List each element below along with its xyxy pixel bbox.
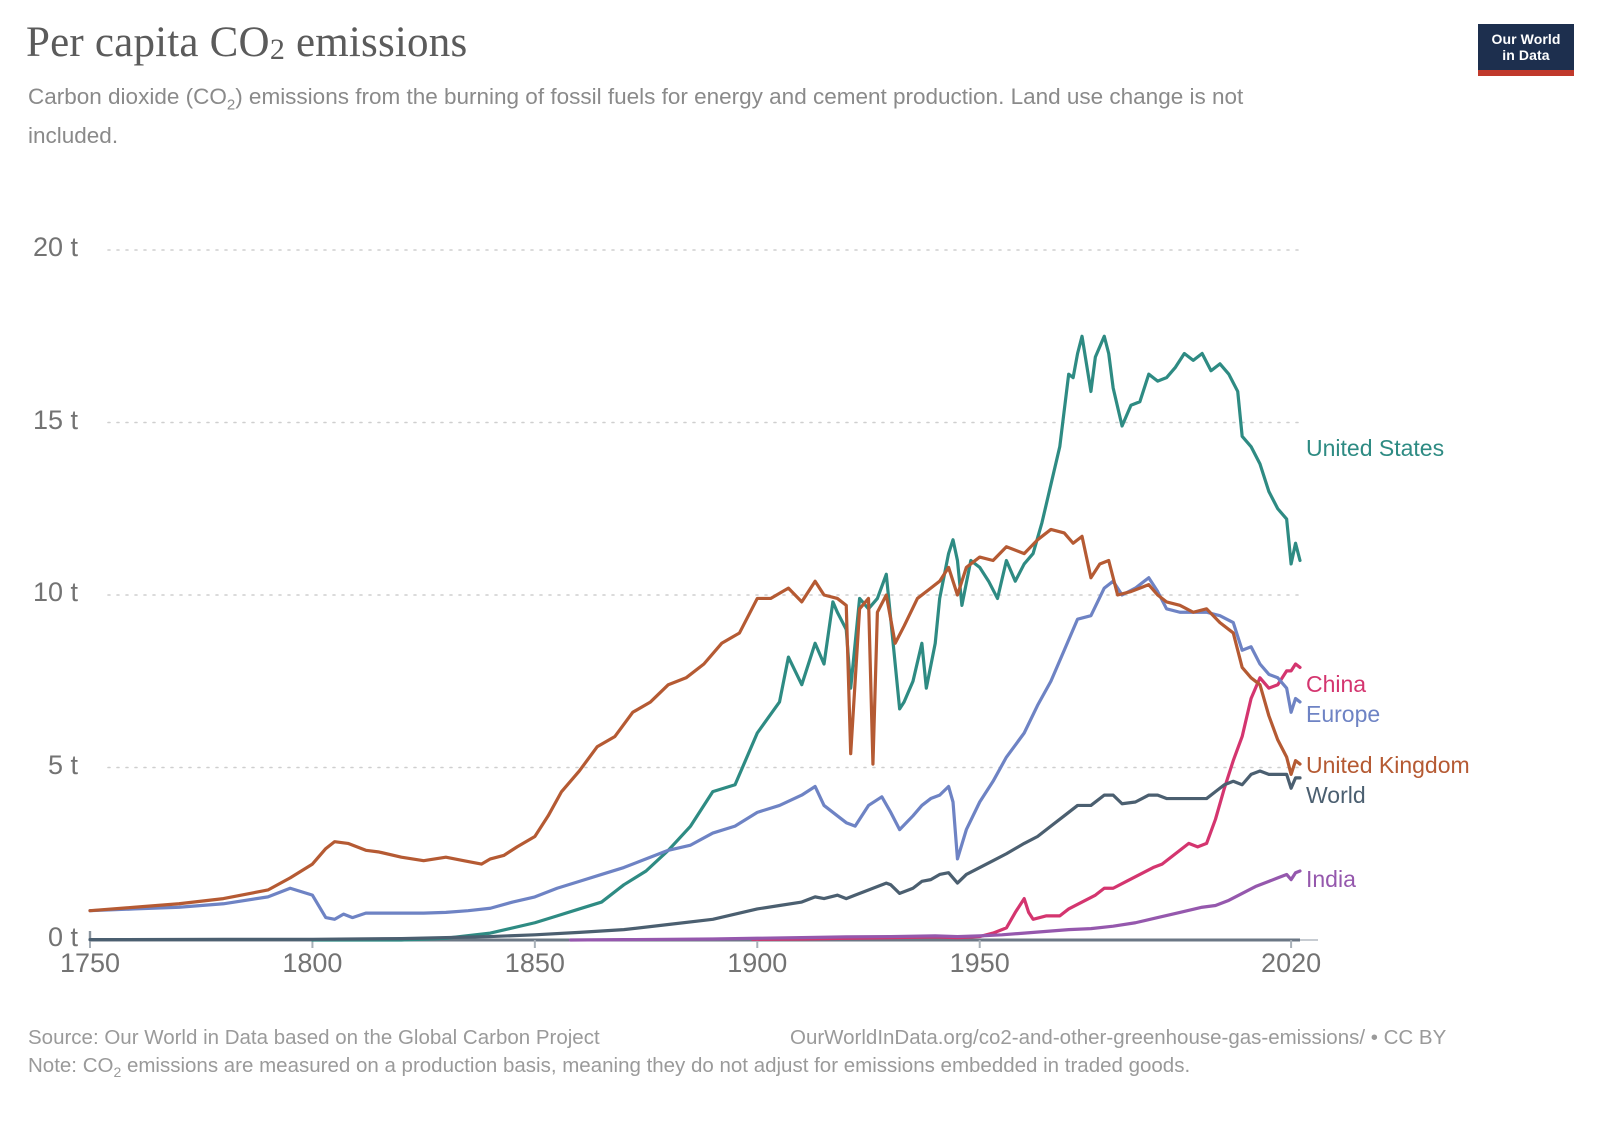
note-subscript: 2	[113, 1064, 122, 1081]
logo-line-2: in Data	[1502, 47, 1550, 63]
source-text: Source: Our World in Data based on the G…	[28, 1026, 600, 1049]
series-label-world[interactable]: World	[1306, 782, 1366, 808]
x-axis-tick-label: 1900	[727, 948, 788, 978]
series-label-india[interactable]: India	[1306, 866, 1356, 892]
series-line-united-kingdom[interactable]	[88, 527, 1302, 913]
x-axis-tick-label: 1950	[949, 948, 1010, 978]
y-axis-tick-label: 0 t	[47, 922, 78, 952]
note-part-b: emissions are measured on a production b…	[121, 1054, 1191, 1077]
series-line-china[interactable]	[751, 662, 1302, 941]
series-label-china[interactable]: China	[1306, 671, 1367, 697]
subtitle-part-a: Carbon dioxide (CO	[28, 84, 227, 109]
y-axis-tick-label: 15 t	[32, 404, 78, 435]
series-label-europe[interactable]: Europe	[1306, 701, 1381, 727]
our-world-in-data-logo[interactable]: Our World in Data	[1478, 24, 1574, 76]
title-tail: emissions	[285, 19, 468, 66]
series-line-europe[interactable]	[88, 576, 1302, 921]
title-main: Per capita CO	[26, 19, 270, 66]
x-axis-tick-label: 1750	[59, 948, 121, 978]
series-label-united-states[interactable]: United States	[1306, 435, 1445, 461]
series-line-world[interactable]	[88, 769, 1302, 942]
subtitle-subscript: 2	[226, 96, 236, 114]
title-subscript: 2	[269, 33, 286, 66]
x-axis-tick-label: 1850	[504, 948, 565, 978]
note-text: Note: CO2 emissions are measured on a pr…	[28, 1052, 1190, 1086]
logo-line-1: Our World	[1491, 31, 1561, 47]
page-title: Per capita CO2 emissions	[26, 18, 467, 72]
source-url[interactable]: OurWorldInData.org/co2-and-other-greenho…	[790, 1026, 1447, 1049]
y-axis-tick-label: 5 t	[47, 749, 78, 780]
page-subtitle: Carbon dioxide (CO2) emissions from the …	[28, 82, 1318, 151]
x-axis-tick-label: 2020	[1261, 948, 1322, 978]
y-axis-tick-label: 10 t	[32, 577, 78, 607]
series-line-united-states[interactable]	[310, 334, 1302, 942]
y-axis-tick-label: 20 t	[32, 232, 78, 262]
series-label-united-kingdom[interactable]: United Kingdom	[1306, 752, 1470, 778]
x-axis-tick-label: 1800	[282, 948, 343, 978]
series-line-india[interactable]	[568, 869, 1302, 942]
subtitle-part-b: ) emissions from the burning of fossil f…	[28, 84, 1244, 148]
note-part-a: Note: CO	[28, 1054, 114, 1077]
